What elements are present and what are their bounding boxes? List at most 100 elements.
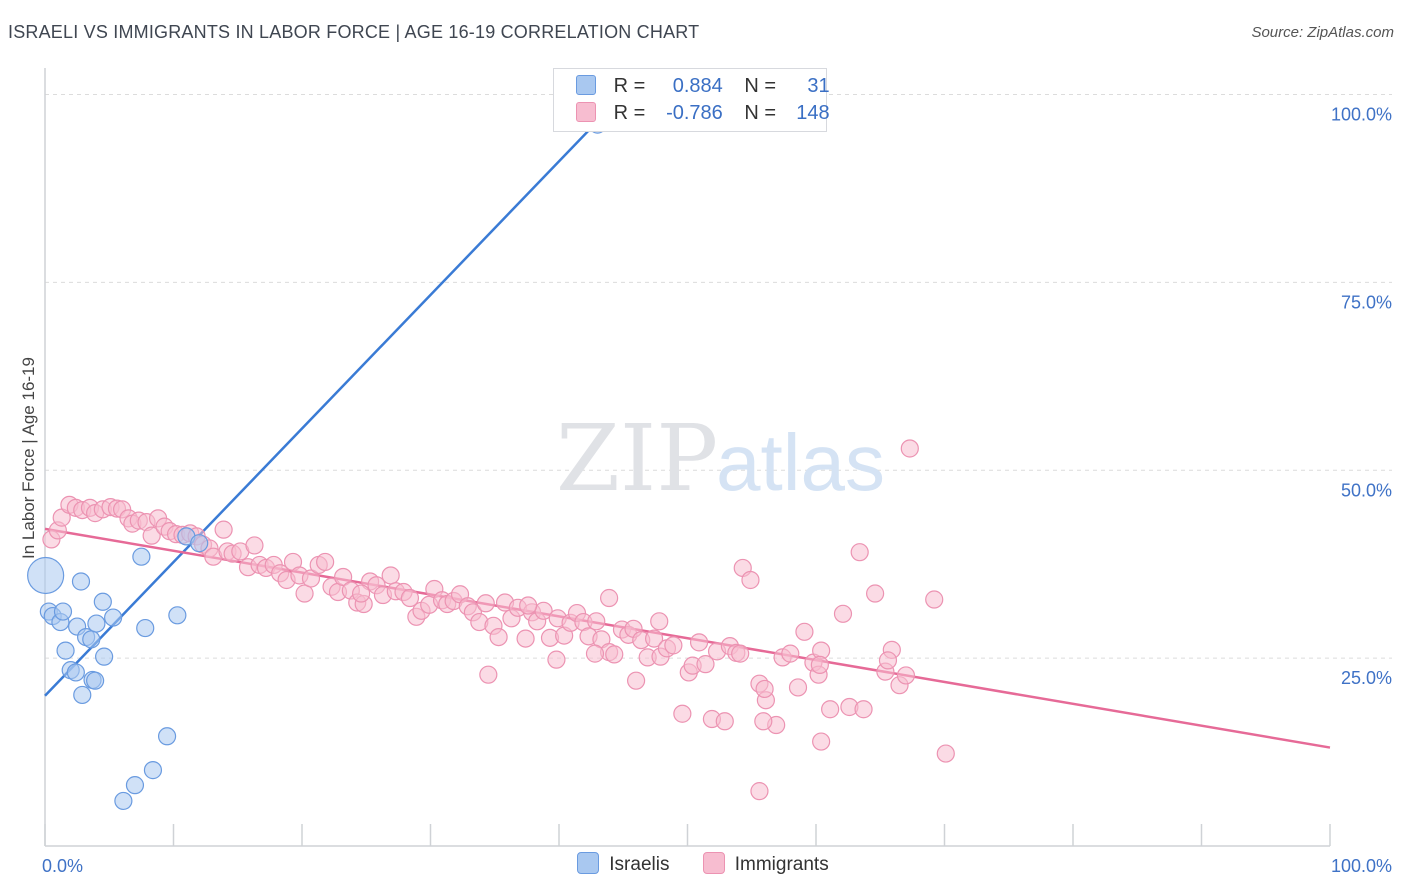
y-tick-label-3: 100.0% [1331,105,1392,125]
israelis-swatch [576,75,596,95]
israelis-point-18 [104,608,123,627]
israelis-trend-line [44,93,625,697]
legend-israelis-label: Israelis [609,854,670,875]
legend-row-israelis: R = 0.884 N = 31 [576,75,830,99]
immigrants-point-119 [821,700,840,719]
stats-legend: R = 0.884 N = 31 R = -0.786 N = 148 [553,68,830,132]
israelis-point-25 [168,606,187,625]
y-axis-label: In Labor Force | Age 16-19 [19,357,38,559]
immigrants-r-value: -0.786 [666,102,723,124]
y-tick-label-1: 50.0% [1341,480,1392,500]
immigrants-point-98 [673,704,692,723]
israelis-r-label: R = [613,75,646,97]
watermark: ZIP atlas [556,405,885,512]
immigrants-point-123 [866,584,885,603]
israelis-point-23 [143,761,163,780]
israelis-point-17 [95,647,114,666]
immigrants-point-88 [605,645,624,664]
legend-row-immigrants: R = -0.786 N = 148 [576,102,830,126]
israelis-point-10 [73,685,92,705]
immigrants-point-132 [479,665,498,684]
immigrants-point-102 [696,655,715,674]
series-legend: Israelis Immigrants [0,852,1406,876]
y-tick-label-2: 75.0% [1341,292,1392,312]
immigrants-point-120 [833,604,853,623]
source-credit: Source: ZipAtlas.com [1251,24,1394,41]
immigrants-point-141 [812,732,831,751]
immigrants-point-147 [352,584,371,603]
israelis-point-16 [93,592,112,611]
immigrants-n-label: N = [744,102,777,124]
israelis-r-value: 0.884 [672,75,723,97]
israelis-n-label: N = [744,75,777,97]
immigrants-point-134 [585,644,605,663]
legend-israelis-swatch [577,852,600,874]
immigrants-point-105 [715,712,734,731]
immigrants-point-41 [301,569,321,588]
immigrants-point-122 [854,700,873,719]
immigrants-point-115 [788,678,808,697]
immigrants-point-40 [295,584,314,603]
immigrants-point-143 [547,650,566,669]
israelis-point-24 [157,727,177,746]
immigrants-point-43 [316,552,335,572]
immigrants-point-146 [900,439,919,458]
israelis-point-19 [114,791,133,811]
immigrants-point-74 [516,629,535,648]
immigrants-point-56 [400,588,420,608]
immigrants-point-101 [689,633,709,652]
immigrants-point-133 [600,588,619,608]
legend-immigrants: Immigrants [702,852,829,876]
immigrants-point-97 [664,636,683,655]
immigrants-point-144 [850,543,869,562]
israelis-point-15 [87,614,106,633]
immigrants-point-85 [587,612,606,631]
israelis-n-value: 31 [807,75,830,97]
israelis-point-22 [136,618,155,638]
immigrants-point-136 [519,596,538,615]
immigrants-point-32 [245,536,264,555]
israelis-point-27 [190,534,209,553]
watermark-zip: ZIP [556,405,718,512]
israelis-point-21 [132,547,151,566]
immigrants-point-129 [936,744,955,763]
immigrants-point-140 [878,651,898,670]
immigrants-n-value: 148 [796,102,830,124]
immigrants-point-114 [781,644,800,663]
data-points [27,83,955,811]
immigrants-point-138 [754,712,773,731]
israelis-point-7 [66,663,85,682]
x-tick-label-0: 0.0% [42,856,83,876]
israelis-point-0 [27,556,65,595]
legend-immigrants-label: Immigrants [734,854,829,875]
tick-labels: 25.0% 50.0% 75.0% 100.0% 0.0% 100.0% [42,105,1392,876]
watermark-atlas: atlas [716,418,885,507]
israelis-point-20 [125,776,145,795]
immigrants-point-94 [644,629,664,648]
immigrants-point-127 [896,666,916,685]
immigrants-point-27 [214,520,233,539]
axes [44,68,1331,847]
israelis-point-4 [53,602,73,621]
immigrants-point-131 [626,671,646,690]
immigrants-point-46 [334,567,353,587]
x-tick-label-1: 100.0% [1331,856,1392,876]
immigrants-swatch [576,102,596,122]
immigrants-r-label: R = [613,102,646,124]
immigrants-point-109 [741,570,760,590]
y-tick-label-0: 25.0% [1341,668,1392,688]
legend-immigrants-swatch [702,852,725,874]
immigrants-point-137 [731,644,750,663]
israelis-point-14 [86,671,105,690]
israelis-point-9 [71,572,91,591]
y-axis-label-group: In Labor Force | Age 16-19 [19,357,38,559]
legend-israelis: Israelis [577,852,669,876]
immigrants-point-116 [795,622,814,641]
immigrants-point-135 [755,679,774,699]
immigrants-point-68 [476,594,495,613]
israelis-point-5 [56,641,75,660]
immigrants-point-145 [750,782,769,801]
immigrants-point-128 [925,590,944,609]
immigrants-point-142 [810,655,829,674]
